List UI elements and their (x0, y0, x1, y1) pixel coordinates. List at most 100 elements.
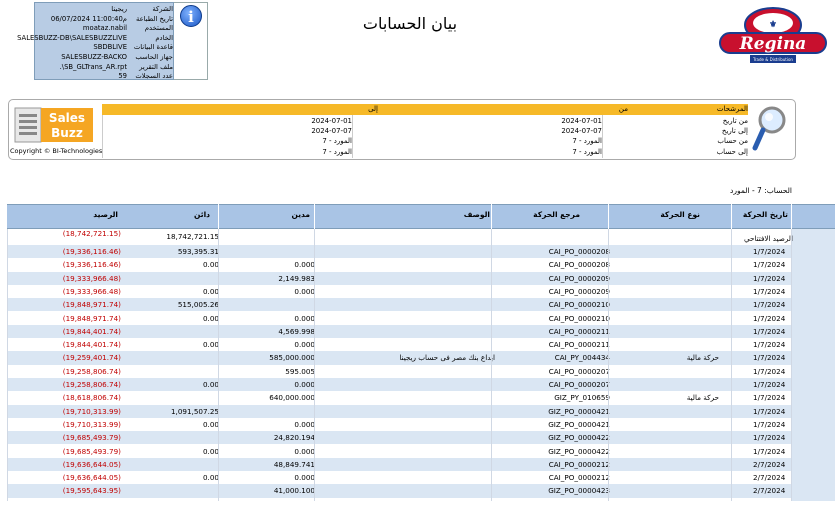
date-cell: 1/7/2024 (753, 406, 786, 416)
ref-cell: CAI_PO_0000208 (548, 247, 610, 256)
date-cell: 1/7/2024 (753, 260, 786, 270)
salesbuzz-line1: Sales (49, 111, 85, 125)
table-row: 1/7/2024 CAI_PO_0000207 0.000 0.00 (19,258,8… (7, 378, 791, 392)
date-cell: 1/7/2024 (753, 247, 786, 256)
type-cell: حركة مالية (686, 393, 719, 403)
balance-cell: (19,848,971.74) (62, 313, 121, 323)
magnifier-icon (752, 106, 786, 151)
balance-cell: (19,595,643.95) (62, 486, 121, 496)
info-label: ملف التقرير (139, 62, 173, 71)
table-row: 1/7/2024 CAI_PO_0000208 593,395.31 (19,336,… (7, 245, 791, 259)
info-value: ريجينا (111, 5, 127, 13)
table-row: 1/7/2024 حركة مالية GIZ_PY_010659 640,000.0… (7, 391, 791, 404)
info-value: 59 (118, 72, 127, 81)
info-label: جهاز الحاسب (135, 53, 173, 61)
ref-cell: CAI_PO_0000209 (548, 273, 610, 283)
ref-cell: GIZ_PO_0000422 (548, 446, 610, 456)
date-cell: 1/7/2024 (753, 380, 786, 389)
credit-cell: 0.00 (202, 473, 219, 483)
ref-cell: CAI_PO_0000212 (548, 459, 610, 469)
filter-to-value: المورد - 7 (322, 137, 352, 146)
table-row: 1/7/2024 GIZ_PO_0000422 24,820.194 (19,685,… (7, 431, 791, 445)
balance-cell: (19,844,401.74) (62, 326, 121, 336)
balance-cell: (19,336,116.46) (62, 260, 121, 270)
info-row: الشركة ريجينا (35, 4, 175, 15)
credit-cell: 515,005.26 (177, 300, 219, 310)
filter-from-value: 2024-07-07 (561, 127, 602, 136)
debit-cell: 41,000.100 (273, 486, 315, 496)
table-row: 1/7/2024 GIZ_PO_0000421 1,091,507.25 (19,71… (7, 404, 791, 418)
filter-to-value: 2024-07-01 (311, 117, 352, 125)
info-value: SALESBUZZ-DB\SALESBUZZLIVE (17, 33, 127, 42)
info-row: الخادم SALESBUZZ-DB\SALESBUZZLIVE (17, 33, 175, 44)
debit-cell: 0.000 (294, 473, 315, 483)
debit-cell: 640,000.000 (269, 393, 315, 403)
credit-cell: 1,091,507.25 (170, 406, 219, 416)
logo-brand-text: Regina (739, 34, 807, 54)
info-row: قاعدة البيانات SBDBLIVE (35, 42, 175, 53)
filter-from-value: المورد - 7 (572, 137, 602, 146)
balance-cell: (19,710,313.99) (62, 419, 121, 429)
account-label: الحساب: 7 - المورد (730, 186, 792, 195)
info-label: عدد السجلات (135, 72, 173, 81)
date-cell: 1/7/2024 (753, 419, 786, 429)
page-title: بيان الحسابات (362, 14, 458, 33)
date-cell: 1/7/2024 (753, 313, 786, 323)
header-ref: مرجع الحركة (533, 210, 580, 219)
balance-cell: (19,333,966.48) (62, 273, 121, 283)
info-label: قاعدة البيانات (133, 43, 173, 52)
credit-cell: 0.00 (202, 313, 219, 323)
balance-cell: (19,258,806.74) (62, 366, 121, 376)
balance-cell: (18,618,806.74) (62, 393, 121, 403)
table-row: 1/7/2024 CAI_PO_0000210 515,005.26 (19,848,… (7, 298, 791, 312)
opening-balance-label: الرصيد الافتتاحي (744, 234, 793, 243)
debit-cell: 0.000 (294, 340, 315, 350)
debit-cell: 4,569.998 (278, 326, 315, 336)
debit-cell: 0.000 (294, 419, 315, 429)
debit-cell: 0.000 (294, 286, 315, 296)
credit-cell: 0.00 (202, 260, 219, 270)
filter-header-to: إلى (368, 105, 378, 113)
table-row: 1/7/2024 CAI_PO_0000210 0.000 0.00 (19,848,9… (7, 312, 791, 325)
date-cell: 1/7/2024 (753, 340, 786, 350)
date-cell: 2/7/2024 (753, 459, 786, 469)
date-cell: 1/7/2024 (753, 326, 786, 336)
ref-cell: CAI_PO_0000209 (548, 286, 610, 296)
ref-cell: CAI_PO_0000211 (548, 326, 610, 336)
debit-cell: 0.000 (294, 446, 315, 456)
info-row: عدد السجلات 59 (35, 71, 175, 82)
filter-from-value: 2024-07-01 (561, 117, 602, 125)
debit-cell: 48,849.741 (273, 459, 315, 469)
credit-cell: 0.00 (202, 340, 219, 350)
table-row: 1/7/2024 CAI_PO_0000207 595.005 (19,258,806… (7, 365, 791, 378)
date-cell: 2/7/2024 (753, 473, 786, 483)
credit-cell: 18,742,721.15 (166, 232, 219, 241)
balance-cell: (19,259,401.74) (62, 353, 121, 363)
ref-cell: GIZ_PO_0000422 (548, 433, 610, 443)
right-margin-band (791, 229, 835, 501)
info-row: ملف التقرير .\SB_GLTrans_AR.rpt (35, 62, 175, 73)
debit-cell: 585,000.000 (269, 353, 315, 363)
ref-cell: CAI_PY_004434 (554, 353, 610, 363)
info-row: المستخدم moataz.nabil (35, 23, 175, 34)
header-credit: دائن (194, 210, 210, 219)
filter-label: من حساب (717, 137, 748, 146)
opening-balance-row: الرصيد الافتتاحي 18,742,721.15 (18,742,721… (7, 229, 793, 245)
balance-cell: (19,258,806.74) (62, 380, 121, 389)
debit-cell: 0.000 (294, 313, 315, 323)
debit-cell: 0.000 (294, 380, 315, 389)
filter-label: إلى حساب (716, 147, 748, 156)
type-cell: حركة مالية (686, 353, 719, 363)
description-cell: ايداع بنك مصر فى حساب ريجينا (399, 353, 495, 363)
info-label: المستخدم (144, 24, 173, 33)
date-cell: 1/7/2024 (753, 273, 786, 283)
ref-cell: CAI_PO_0000210 (548, 300, 610, 310)
ref-cell: GIZ_PY_010659 (554, 393, 610, 403)
ref-cell: CAI_PO_0000212 (548, 473, 610, 483)
filter-from-value: المورد - 7 (572, 147, 602, 156)
table-row: 1/7/2024 CAI_PO_0000209 0.000 0.00 (19,333,9… (7, 285, 791, 298)
ref-cell: GIZ_PO_0000421 (548, 419, 610, 429)
salesbuzz-line2: Buzz (51, 126, 83, 140)
credit-cell: 0.00 (202, 380, 219, 389)
balance-cell: (19,636,644.05) (62, 459, 121, 469)
